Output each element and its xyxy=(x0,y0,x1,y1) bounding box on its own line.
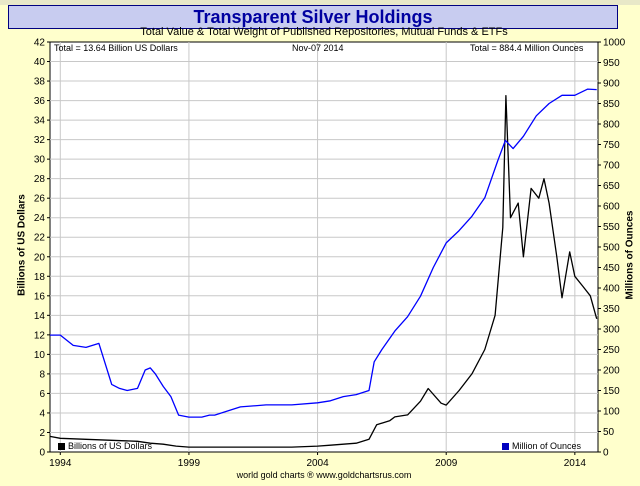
right-tick-label: 1000 xyxy=(603,38,626,49)
total-value-annotation: Total = 13.64 Billion US Dollars xyxy=(54,43,178,53)
left-tick-label: 4 xyxy=(39,408,45,419)
left-tick-label: 36 xyxy=(34,96,46,107)
right-tick-label: 700 xyxy=(603,161,620,172)
title-bar xyxy=(8,5,618,29)
left-tick-label: 40 xyxy=(34,57,46,68)
left-tick-label: 8 xyxy=(39,369,45,380)
right-tick-label: 0 xyxy=(603,448,609,459)
left-tick-label: 28 xyxy=(34,174,46,185)
chart-credit: world gold charts ® www.goldchartsrus.co… xyxy=(236,470,412,480)
left-tick-label: 42 xyxy=(34,38,46,49)
left-tick-label: 6 xyxy=(39,389,45,400)
top-nav-strip xyxy=(0,0,640,5)
right-tick-label: 200 xyxy=(603,366,620,377)
right-tick-label: 100 xyxy=(603,407,620,418)
right-tick-label: 450 xyxy=(603,263,620,274)
left-tick-label: 38 xyxy=(34,77,46,88)
series-line-ounces xyxy=(50,88,597,418)
right-tick-label: 600 xyxy=(603,202,620,213)
right-tick-label: 850 xyxy=(603,99,620,110)
series-group xyxy=(49,88,598,448)
left-tick-label: 34 xyxy=(34,116,46,127)
left-tick-label: 20 xyxy=(34,252,46,263)
y-axis-label-left: Billions of US Dollars xyxy=(16,194,28,296)
x-tick-label: 2009 xyxy=(435,458,458,469)
plot-area xyxy=(49,41,599,453)
left-tick-label: 14 xyxy=(34,311,46,322)
legend-ounces-label: Million of Ounces xyxy=(512,441,582,451)
right-tick-label: 650 xyxy=(603,181,620,192)
left-tick-label: 26 xyxy=(34,194,46,205)
x-tick-label: 1994 xyxy=(49,458,72,469)
legend-dollars-swatch xyxy=(58,442,65,450)
right-tick-label: 750 xyxy=(603,140,620,151)
grid-lines xyxy=(50,42,598,452)
right-tick-label: 350 xyxy=(603,304,620,315)
right-tick-label: 950 xyxy=(603,58,620,69)
y-axis-label-right: Millions of Ounces xyxy=(624,210,636,300)
right-tick-label: 400 xyxy=(603,284,620,295)
left-tick-label: 12 xyxy=(34,330,46,341)
chart-title: Transparent Silver Holdings xyxy=(193,7,433,27)
legend-dollars: Billions of US Dollars xyxy=(58,441,152,451)
left-tick-label: 24 xyxy=(34,213,46,224)
right-tick-label: 900 xyxy=(603,79,620,90)
left-tick-label: 22 xyxy=(34,233,46,244)
left-tick-label: 2 xyxy=(39,428,45,439)
right-tick-label: 550 xyxy=(603,222,620,233)
left-tick-label: 18 xyxy=(34,272,46,283)
date-annotation: Nov-07 2014 xyxy=(292,43,344,53)
legend-ounces-swatch xyxy=(502,442,509,450)
right-tick-label: 300 xyxy=(603,325,620,336)
right-tick-label: 50 xyxy=(603,427,615,438)
right-tick-label: 800 xyxy=(603,120,620,131)
chart-subtitle: Total Value & Total Weight of Published … xyxy=(140,26,508,38)
x-tick-label: 2014 xyxy=(564,458,587,469)
left-tick-label: 10 xyxy=(34,350,46,361)
left-tick-label: 32 xyxy=(34,135,46,146)
legend-ounces: Million of Ounces xyxy=(502,441,581,451)
series-line-dollars xyxy=(49,95,598,448)
x-tick-label: 1999 xyxy=(178,458,201,469)
left-tick-label: 0 xyxy=(39,448,45,459)
right-tick-label: 500 xyxy=(603,243,620,254)
left-tick-label: 30 xyxy=(34,155,46,166)
legend-dollars-label: Billions of US Dollars xyxy=(68,441,153,451)
total-weight-annotation: Total = 884.4 Million Ounces xyxy=(470,43,584,53)
x-tick-label: 2004 xyxy=(306,458,329,469)
right-axis-ticks: 0 50 100 150 200 250 300 350 400 450 500 550 600 650 7… xyxy=(598,38,626,459)
right-tick-label: 150 xyxy=(603,386,620,397)
x-axis-ticks: 1994 1999 2004 2009 2014 xyxy=(49,452,586,469)
left-tick-label: 16 xyxy=(34,291,46,302)
right-tick-label: 250 xyxy=(603,345,620,356)
